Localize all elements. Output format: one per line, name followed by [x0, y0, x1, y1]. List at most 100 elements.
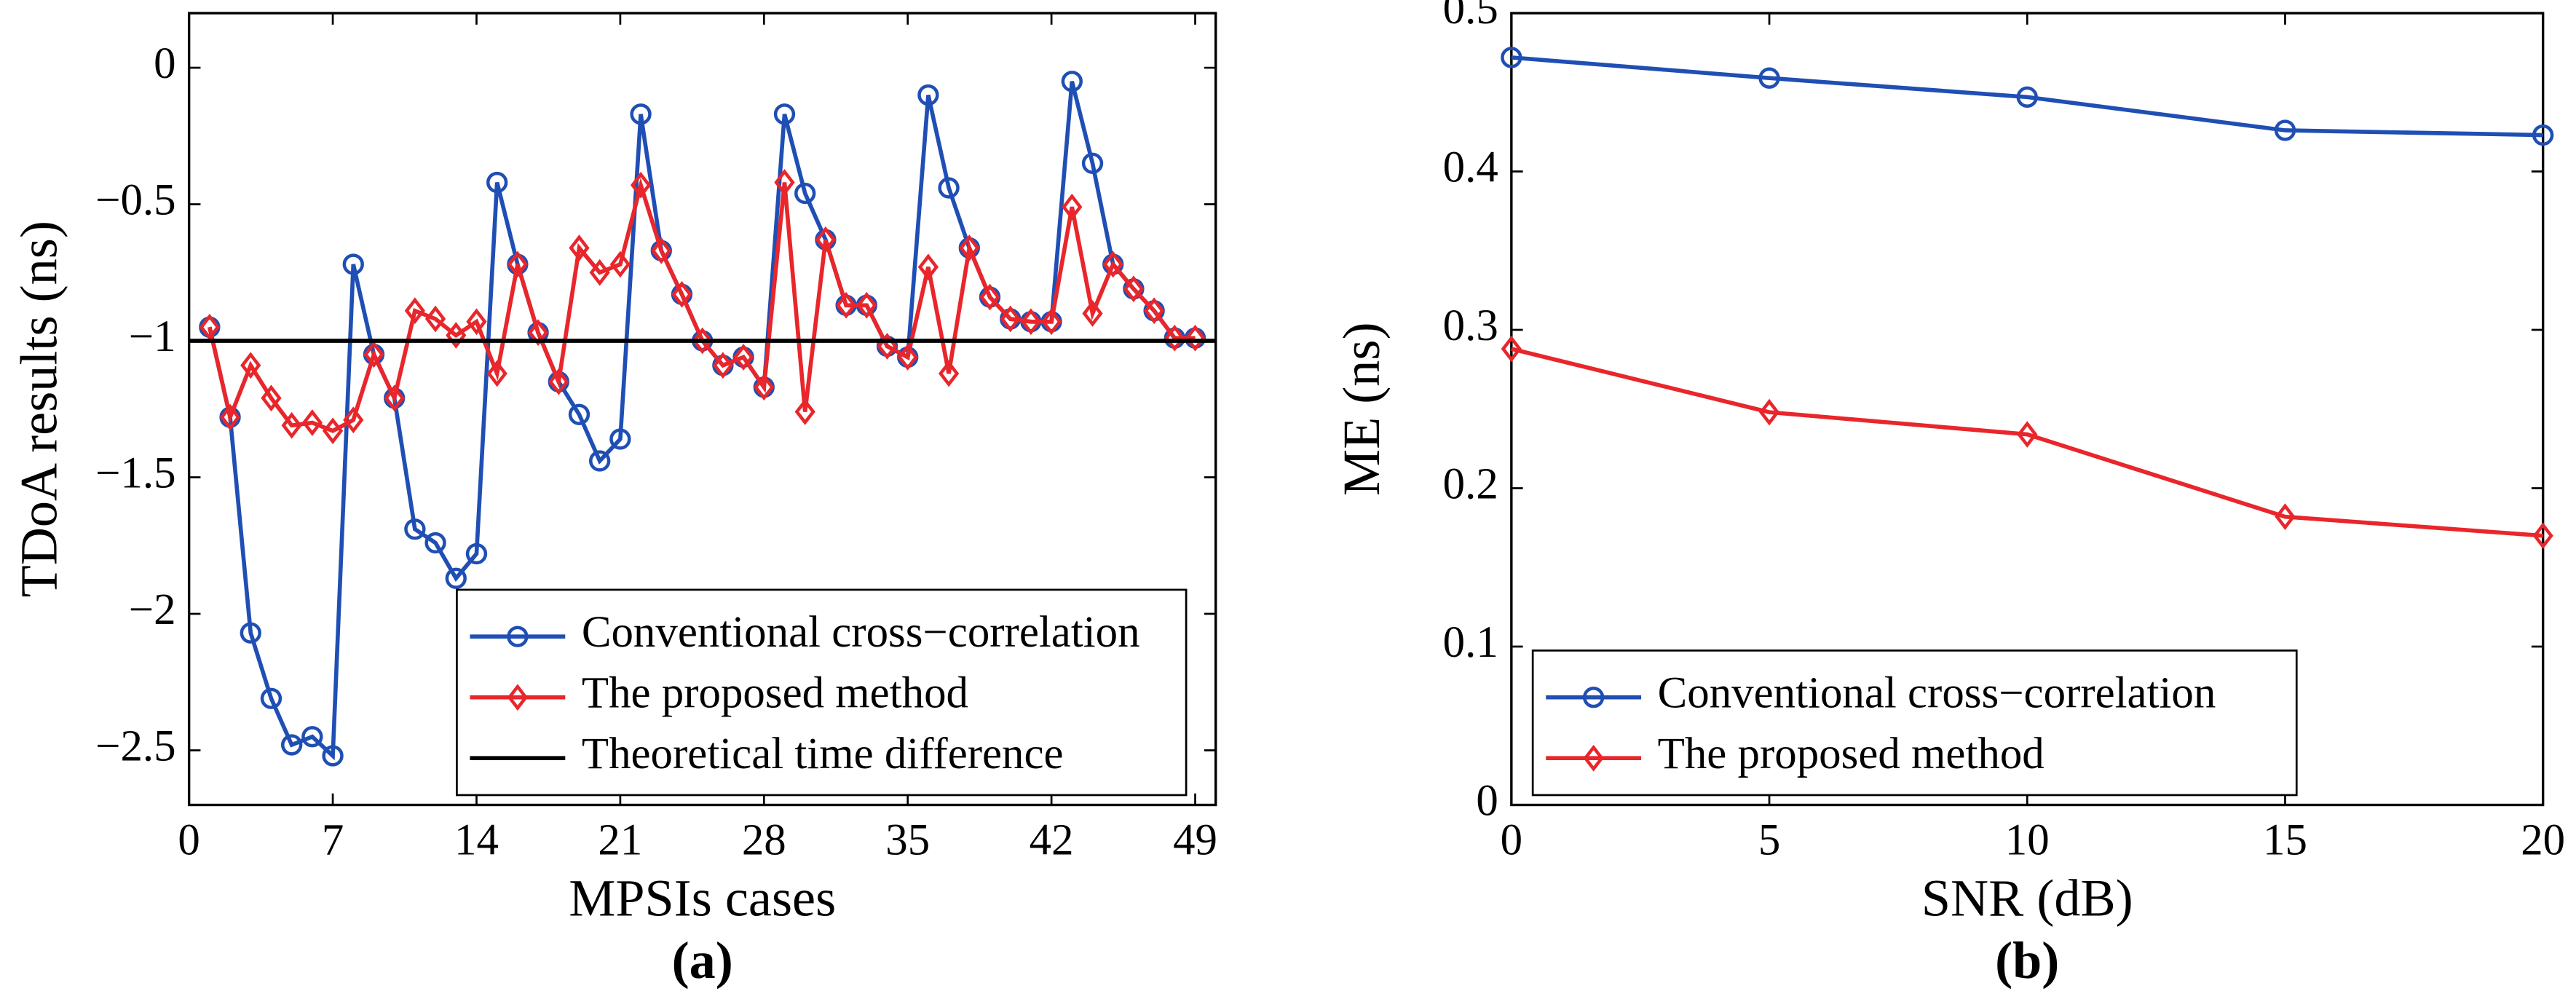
y-axis-label: ME (ns): [1332, 322, 1391, 496]
marker: [322, 417, 344, 445]
marker: [219, 403, 241, 431]
legend-marker: [1582, 687, 1605, 708]
marker: [630, 171, 652, 199]
marker: [1081, 152, 1104, 174]
marker: [2275, 503, 2296, 531]
legend-label: Conventional cross−correlation: [582, 608, 1140, 657]
x-tick-label: 0: [178, 816, 199, 865]
marker: [466, 308, 487, 336]
marker: [1185, 324, 1206, 352]
x-tick-label: 28: [742, 816, 786, 865]
marker: [1758, 398, 1780, 426]
marker: [1501, 47, 1522, 68]
x-axis-label: MPSIs cases: [569, 869, 836, 927]
legend-marker: [1583, 744, 1604, 772]
marker: [486, 360, 507, 387]
marker: [917, 84, 939, 106]
marker: [2017, 421, 2038, 448]
marker: [1143, 297, 1165, 325]
marker: [897, 344, 918, 371]
x-tick-label: 35: [885, 816, 930, 865]
y-tick-label: −0.5: [95, 176, 175, 225]
marker: [569, 234, 590, 261]
marker: [384, 384, 405, 412]
legend-label: Theoretical time difference: [582, 730, 1064, 778]
marker: [959, 234, 980, 261]
marker: [815, 226, 837, 253]
y-tick-label: 0: [1476, 776, 1498, 825]
marker: [774, 169, 795, 196]
marker: [1758, 67, 1780, 89]
marker: [1082, 300, 1103, 327]
marker: [732, 344, 754, 371]
marker: [486, 171, 508, 194]
marker: [261, 384, 282, 412]
y-tick-label: 0.1: [1443, 618, 1498, 667]
x-tick-label: 21: [598, 816, 642, 865]
marker: [712, 352, 734, 379]
marker: [835, 291, 857, 319]
panel-label: (a): [672, 931, 733, 990]
legend-box: [1531, 649, 2298, 797]
marker: [794, 182, 816, 205]
marker: [754, 374, 775, 401]
marker: [301, 409, 323, 436]
marker: [404, 518, 426, 540]
x-axis-label: SNR (dB): [1921, 869, 2133, 927]
y-tick-label: 0.3: [1443, 301, 1498, 350]
marker: [671, 280, 692, 308]
x-tick-label: 15: [2263, 816, 2307, 865]
x-tick-label: 7: [322, 816, 344, 865]
marker: [938, 177, 960, 199]
marker: [2016, 86, 2038, 108]
marker: [281, 734, 303, 756]
marker: [1501, 335, 1522, 363]
marker: [527, 319, 549, 347]
marker: [609, 428, 631, 450]
marker: [507, 250, 529, 278]
marker: [856, 291, 877, 319]
y-tick-label: −2.5: [95, 722, 175, 770]
marker: [1061, 71, 1083, 92]
x-tick-label: 0: [1501, 816, 1522, 865]
marker: [548, 368, 569, 395]
marker: [445, 567, 467, 589]
y-tick-label: −1.5: [95, 449, 175, 498]
y-axis-label: TDoA results (ns): [10, 221, 68, 597]
marker: [240, 622, 261, 644]
marker: [260, 687, 283, 709]
legend-label: Conventional cross−correlation: [1658, 669, 2216, 718]
legend-marker: [507, 684, 529, 711]
marker: [404, 297, 426, 325]
marker: [1164, 324, 1185, 352]
marker: [301, 726, 323, 748]
marker: [2274, 119, 2296, 141]
marker: [651, 237, 672, 264]
marker: [589, 258, 610, 286]
marker: [568, 403, 590, 425]
marker: [794, 398, 815, 425]
marker: [2532, 522, 2553, 550]
x-tick-label: 10: [2005, 816, 2050, 865]
marker: [1062, 193, 1083, 221]
marker: [322, 745, 344, 767]
marker: [424, 305, 446, 333]
y-tick-label: −1: [129, 312, 176, 361]
marker: [343, 406, 364, 434]
marker: [465, 542, 488, 565]
legend-label: The proposed method: [582, 669, 968, 718]
legend-label: The proposed method: [1658, 730, 2044, 778]
marker: [630, 103, 652, 125]
legend-marker: [507, 625, 529, 647]
marker: [917, 253, 939, 281]
marker: [281, 411, 302, 439]
panel-label: (b): [1995, 931, 2059, 990]
marker: [1102, 250, 1123, 278]
y-tick-label: 0.2: [1443, 460, 1498, 509]
marker: [979, 283, 1000, 311]
x-tick-label: 14: [454, 816, 499, 865]
series-line: [1511, 347, 2543, 538]
marker: [446, 322, 467, 349]
x-tick-label: 49: [1173, 816, 1217, 865]
